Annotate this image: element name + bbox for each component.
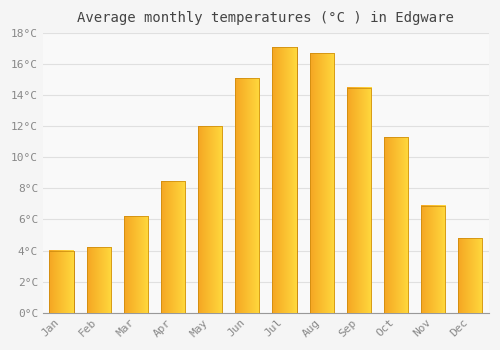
- Bar: [310, 54, 334, 313]
- Title: Average monthly temperatures (°C ) in Edgware: Average monthly temperatures (°C ) in Ed…: [78, 11, 454, 25]
- Bar: [384, 137, 408, 313]
- Bar: [50, 251, 74, 313]
- Bar: [421, 205, 445, 313]
- Bar: [161, 181, 185, 313]
- Bar: [310, 54, 334, 313]
- Bar: [124, 216, 148, 313]
- Bar: [347, 88, 371, 313]
- Bar: [50, 251, 74, 313]
- Bar: [236, 78, 260, 313]
- Bar: [384, 137, 408, 313]
- Bar: [272, 47, 296, 313]
- Bar: [198, 126, 222, 313]
- Bar: [458, 238, 482, 313]
- Bar: [347, 88, 371, 313]
- Bar: [124, 216, 148, 313]
- Bar: [161, 181, 185, 313]
- Bar: [421, 205, 445, 313]
- Bar: [272, 47, 296, 313]
- Bar: [458, 238, 482, 313]
- Bar: [86, 247, 111, 313]
- Bar: [236, 78, 260, 313]
- Bar: [198, 126, 222, 313]
- Bar: [86, 247, 111, 313]
